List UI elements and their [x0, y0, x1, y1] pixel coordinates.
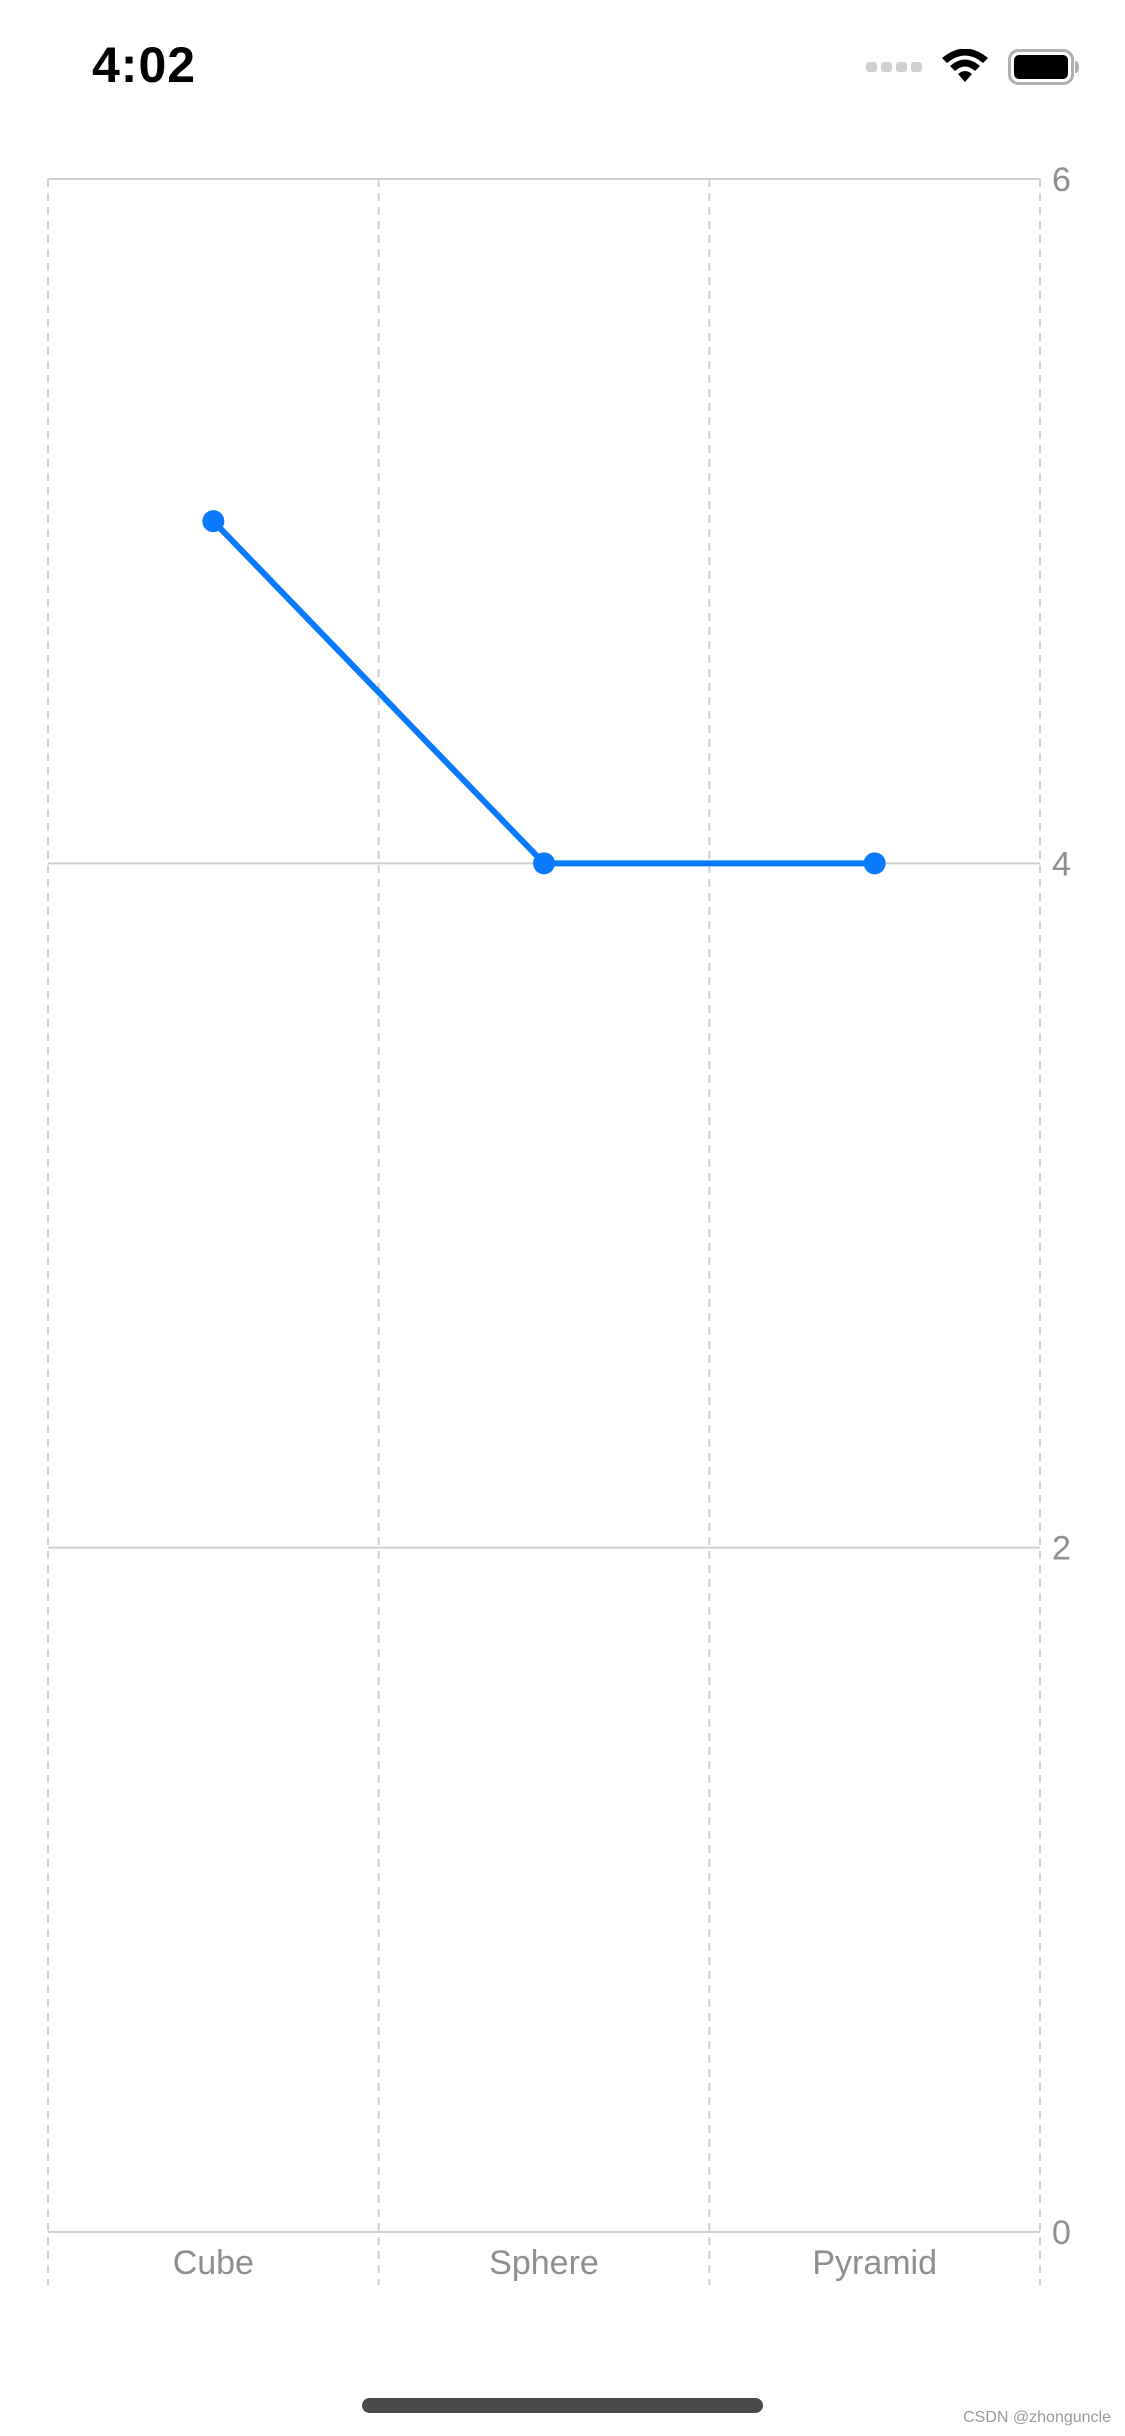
- status-bar: 4:02: [0, 0, 1125, 140]
- data-point: [202, 510, 225, 533]
- watermark: CSDN @zhonguncle: [963, 2409, 1111, 2426]
- y-tick-label: 2: [1052, 1530, 1071, 1568]
- signal-dots-icon: [866, 60, 922, 74]
- x-tick-label: Sphere: [489, 2244, 599, 2282]
- x-tick-label: Pyramid: [812, 2244, 937, 2282]
- y-tick-label: 0: [1052, 2214, 1071, 2252]
- status-time: 4:02: [92, 37, 197, 93]
- data-point: [863, 852, 886, 875]
- x-tick-label: Cube: [173, 2244, 254, 2282]
- home-indicator[interactable]: [362, 2398, 763, 2413]
- y-tick-label: 4: [1052, 845, 1071, 883]
- data-point: [533, 852, 555, 875]
- series-line: [210, 518, 878, 867]
- y-tick-label: 6: [1052, 161, 1071, 199]
- battery-icon: [1008, 49, 1080, 85]
- status-icons: [866, 45, 1080, 89]
- wifi-icon: [942, 49, 988, 85]
